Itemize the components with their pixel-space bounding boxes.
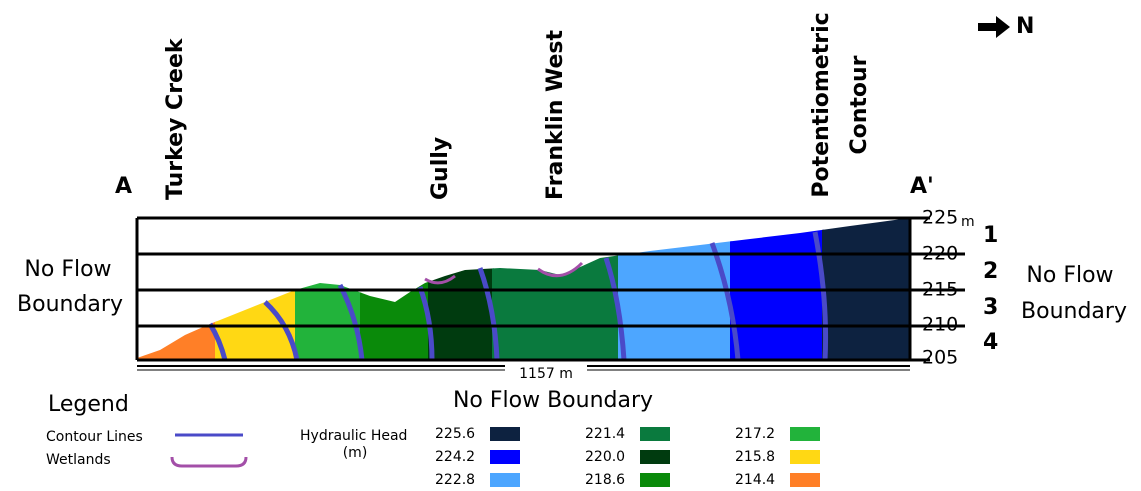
legend-label: Wetlands xyxy=(46,452,111,468)
layer-label: 2 xyxy=(983,259,998,284)
elevation-label: 215 xyxy=(922,279,958,301)
head-swatch xyxy=(490,473,520,487)
layer-label: 4 xyxy=(983,330,998,355)
boundary-label: Boundary xyxy=(17,292,123,317)
legend-title: Legend xyxy=(48,392,129,417)
north-label: N xyxy=(1016,14,1034,39)
north-arrow xyxy=(978,16,1010,38)
length-bg xyxy=(505,364,587,382)
head-value: 215.8 xyxy=(735,449,775,465)
elevation-label: 225 xyxy=(922,207,958,229)
head-value: 218.6 xyxy=(585,472,625,488)
section-start: A xyxy=(115,174,132,199)
head-value: 217.2 xyxy=(735,426,775,442)
elevation-unit: m xyxy=(961,214,975,230)
section-end: A' xyxy=(910,174,934,199)
legend-label: Hydraulic Head xyxy=(300,428,407,444)
layer-label: 3 xyxy=(983,295,998,320)
feature-label: Gully xyxy=(428,137,453,200)
head-swatch xyxy=(640,427,670,441)
layer-label: 1 xyxy=(983,223,998,248)
head-swatch xyxy=(490,427,520,441)
legend-label: (m) xyxy=(343,445,368,461)
head-swatch xyxy=(790,427,820,441)
boundary-label: No Flow xyxy=(24,257,111,282)
legend-label: Contour Lines xyxy=(46,429,143,445)
boundary-label: No Flow Boundary xyxy=(453,388,653,413)
elevation-label: 220 xyxy=(922,243,958,265)
head-legend: 225.6 224.2 222.8 221.4 220.0 218.6 217.2 215.8… xyxy=(435,426,820,488)
feature-label: Franklin West xyxy=(543,29,568,200)
boundary-label: No Flow xyxy=(1026,263,1113,288)
wetland-swatch xyxy=(170,456,248,468)
head-value: 221.4 xyxy=(585,426,625,442)
elevation-label: 205 xyxy=(922,347,958,369)
head-value: 222.8 xyxy=(435,472,475,488)
feature-label: Turkey Creek xyxy=(163,37,188,200)
wetlands xyxy=(424,261,584,285)
head-swatch xyxy=(790,473,820,487)
length-label: 1157 m xyxy=(519,366,573,382)
feature-label: Potentiometric xyxy=(809,12,834,197)
head-swatch xyxy=(640,450,670,464)
head-swatch xyxy=(640,473,670,487)
boundary-label: Boundary xyxy=(1021,299,1127,324)
feature-label: Contour xyxy=(847,55,872,154)
head-swatch xyxy=(790,450,820,464)
elevation-label: 210 xyxy=(922,314,958,336)
head-swatch xyxy=(490,450,520,464)
head-value: 224.2 xyxy=(435,449,475,465)
head-value: 220.0 xyxy=(585,449,625,465)
head-value: 225.6 xyxy=(435,426,475,442)
head-value: 214.4 xyxy=(735,472,775,488)
